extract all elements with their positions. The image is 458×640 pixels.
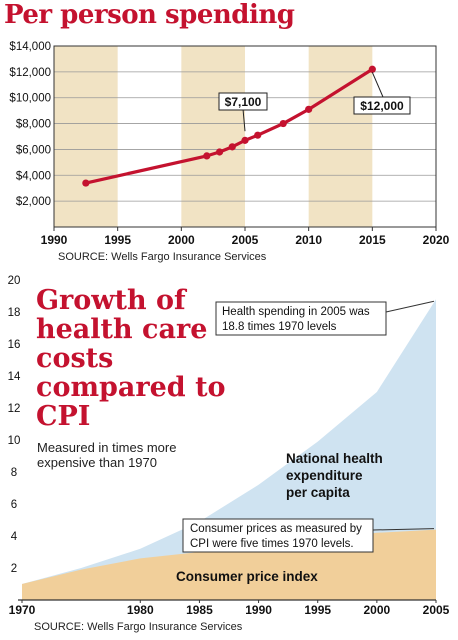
- chart-title-growth: Growth of health care costs compared to …: [36, 285, 226, 432]
- y-tick-label: 18: [8, 307, 21, 319]
- x-tick-label: 1990: [41, 233, 68, 247]
- x-tick-label: 2015: [359, 233, 386, 247]
- annotation-leader: [371, 72, 384, 98]
- growth-chart: 2 4 6 8 10 12 14 16 18 20 1970 1980 1985 1990 1995 2000…: [8, 275, 450, 617]
- x-tick-label: 2000: [364, 603, 391, 617]
- data-point: [254, 131, 262, 139]
- year-band: [181, 46, 245, 227]
- per-person-spending-chart: $2,000 $4,000 $6,000 $8,000 $10,000 $12,000 $1…: [9, 41, 449, 247]
- annotation-leader: [385, 300, 435, 313]
- y-tick-label: 12: [8, 403, 21, 415]
- y-tick-label: $2,000: [16, 196, 51, 208]
- data-point: [203, 152, 211, 160]
- x-tick-label: 2000: [168, 233, 195, 247]
- data-point: [368, 65, 376, 73]
- y-tick-label: $6,000: [16, 144, 51, 156]
- source-note-growth: SOURCE: Wells Fargo Insurance Services: [34, 621, 243, 633]
- x-tick-label: 2005: [423, 603, 450, 617]
- annotation-box: [215, 301, 387, 336]
- y-tick-label: 20: [8, 275, 21, 287]
- y-tick-label: 8: [11, 467, 17, 479]
- x-tick-label: 2010: [295, 233, 322, 247]
- annotation-leader: [372, 528, 435, 531]
- y-tick-label: $10,000: [9, 93, 51, 105]
- year-band: [308, 46, 373, 227]
- data-point: [215, 148, 224, 156]
- x-tick-label: 2005: [232, 233, 259, 247]
- x-tick-label: 1990: [245, 603, 272, 617]
- annotation-box: [218, 92, 268, 111]
- source-note-spending: SOURCE: Wells Fargo Insurance Services: [58, 251, 267, 263]
- annotation-label: $7,100: [225, 95, 262, 109]
- chart-title-spending: Per person spending: [4, 0, 295, 30]
- data-point: [305, 105, 313, 113]
- annotation-leader: [242, 108, 246, 132]
- y-tick-label: 6: [11, 499, 17, 511]
- data-point: [82, 179, 90, 187]
- y-tick-label: $4,000: [16, 170, 51, 182]
- y-tick-label: 2: [11, 563, 17, 575]
- annotation-text: Health spending in 2005 was: [222, 306, 370, 318]
- y-tick-label: $8,000: [16, 119, 51, 131]
- y-tick-label: $12,000: [9, 67, 51, 79]
- x-tick-label: 1970: [9, 603, 36, 617]
- x-tick-label: 1995: [104, 233, 131, 247]
- annotation-text: Consumer prices as measured by: [190, 523, 362, 535]
- y-tick-label: 10: [8, 435, 21, 447]
- data-point: [279, 119, 287, 128]
- x-tick-label: 1980: [127, 603, 154, 617]
- y-tick-label: 14: [8, 371, 21, 383]
- series-label-health: National health: [286, 451, 383, 466]
- series-label-cpi: Consumer price index: [176, 569, 318, 584]
- y-tick-label: 16: [8, 339, 21, 351]
- annotation-box: [182, 518, 374, 553]
- year-band: [54, 46, 118, 227]
- data-point: [228, 143, 236, 151]
- y-tick-label: 4: [11, 531, 18, 543]
- chart-subtitle-growth: Measured in times more expensive than 19…: [37, 440, 177, 470]
- x-tick-label: 1995: [304, 603, 331, 617]
- annotation-text: 18.8 times 1970 levels: [222, 321, 337, 333]
- y-tick-label: $14,000: [9, 41, 51, 53]
- series-label-health: expenditure: [286, 468, 363, 483]
- series-label-health: per capita: [286, 485, 350, 500]
- x-tick-label: 2020: [423, 233, 450, 247]
- annotation-label: $12,000: [360, 99, 404, 113]
- annotation-box: [353, 96, 411, 115]
- data-point: [241, 136, 249, 144]
- annotation-text: CPI were five times 1970 levels.: [190, 538, 354, 550]
- x-tick-label: 1985: [186, 603, 213, 617]
